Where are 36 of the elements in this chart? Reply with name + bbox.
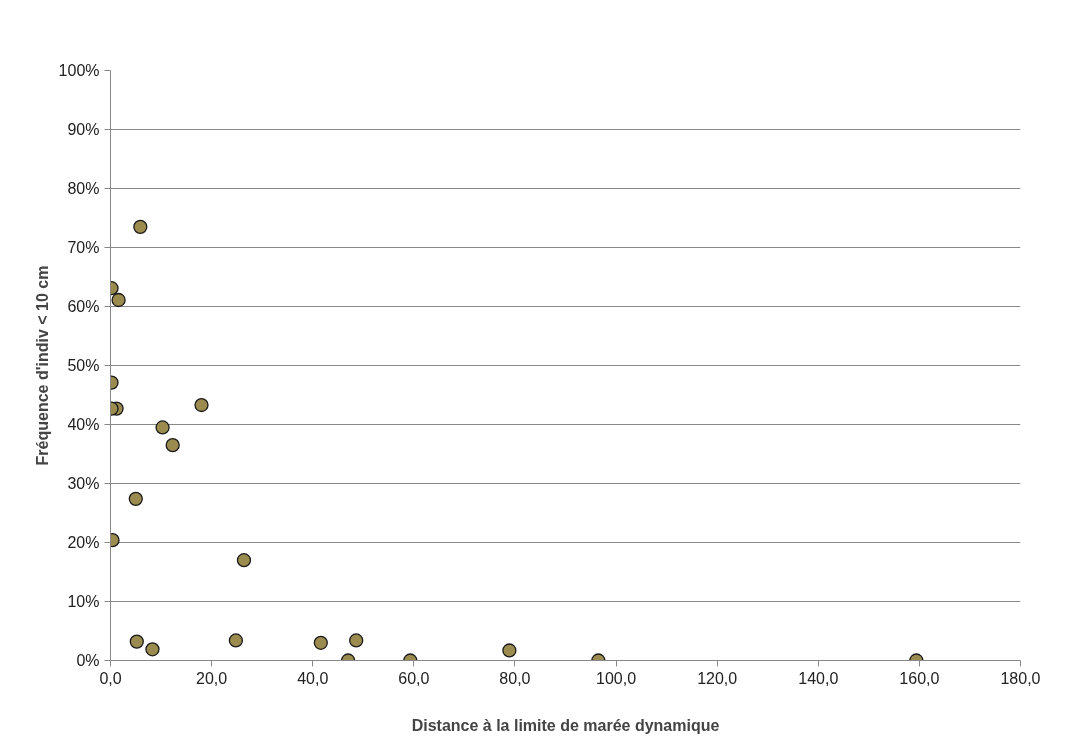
x-tick-label: 20,0 [196, 669, 228, 687]
y-tick-label: 70% [67, 239, 100, 256]
x-axis-title: Distance à la limite de marée dynamique [411, 716, 720, 734]
x-tick-label: 40,0 [297, 669, 329, 687]
y-tick-label: 0% [76, 652, 100, 669]
point [133, 219, 148, 234]
x-tick-label: 160,0 [899, 669, 940, 687]
x-tick-label: 0,0 [99, 669, 122, 687]
point [165, 438, 180, 453]
y-tick-label: 10% [67, 593, 100, 610]
point [194, 397, 209, 413]
point [502, 643, 517, 658]
point [349, 633, 364, 648]
point [313, 635, 328, 650]
point [155, 420, 170, 435]
y-tick-label: 40% [67, 416, 100, 433]
y-tick-label: 30% [67, 475, 100, 492]
point [236, 553, 252, 568]
y-tick-label: 90% [67, 121, 100, 138]
y-tick-label: 20% [67, 534, 100, 551]
y-tick-label: 100% [58, 62, 100, 79]
x-tick-label: 180,0 [1000, 669, 1041, 687]
x-tick-label: 100,0 [596, 669, 637, 687]
point [228, 633, 244, 648]
y-tick-label: 80% [67, 180, 100, 197]
point [128, 491, 143, 506]
point [145, 642, 160, 657]
x-tick-label: 80,0 [499, 669, 531, 687]
x-tick-label: 60,0 [398, 669, 430, 687]
y-tick-label: 60% [67, 298, 100, 315]
y-axis-title: Fréquence d'indiv < 10 cm [33, 265, 51, 466]
point [111, 292, 126, 308]
point [129, 634, 144, 649]
x-tick-label: 140,0 [798, 669, 839, 687]
y-tick-label: 50% [67, 357, 100, 374]
x-tick-label: 120,0 [697, 669, 738, 687]
